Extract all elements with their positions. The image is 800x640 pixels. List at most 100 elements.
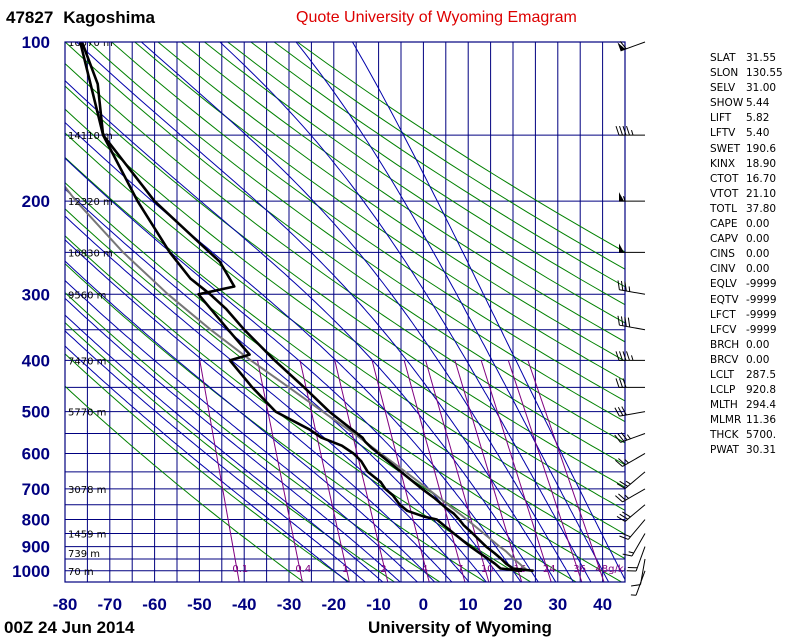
index-value: 0.00 [746,233,770,246]
moist-adiabat-line [65,121,522,582]
moist-adiabat-line [76,42,557,582]
x-tick-label: 20 [504,595,523,614]
mixing-ratio-label: 1 [342,564,348,575]
wind-barb-column [614,41,646,596]
index-key: CAPE [710,218,738,231]
y-tick-label: 300 [22,285,50,304]
moist-adiabat-line [65,279,418,582]
x-tick-label: 10 [459,595,478,614]
index-value: 31.55 [746,52,777,64]
moist-adiabat-line [65,314,384,582]
x-tick-label: 0 [419,595,428,614]
mixing-ratio-line [454,360,523,582]
wind-barb [615,488,646,503]
index-key: KINX [710,157,736,170]
y-tick-label: 200 [22,192,50,211]
x-tick-label: -60 [142,595,167,614]
x-tick-label: -10 [366,595,391,614]
moist-adiabat-line [65,239,453,582]
index-row: SHOW 5.44 [710,96,783,111]
index-row: MLTH 294.4 [710,398,783,413]
index-value: -9999 [746,278,777,291]
index-row: CTOT 16.70 [710,172,783,187]
date-label: 00Z 24 Jun 2014 [4,618,135,637]
dry-adiabat-line [65,156,625,560]
chart-title: Quote University of Wyoming Emagram [296,9,577,26]
index-key: SLAT [710,52,736,64]
index-row: SELV 31.00 [710,81,783,96]
moist-adiabat-line [219,42,592,582]
index-key: CTOT [710,172,739,185]
index-value: 5.44 [746,97,770,110]
index-row: BRCH 0.00 [710,338,783,353]
dry-adiabat-line [65,235,532,582]
index-value: 18.90 [746,157,777,170]
plot-frame [64,41,626,583]
index-key: LIFT [710,112,732,125]
wind-barb [617,41,646,52]
index-value: 5.82 [746,112,770,125]
index-row: LIFT 5.82 [710,111,783,126]
index-row: BRCV 0.00 [710,353,783,368]
index-key: CINS [710,248,735,261]
index-value: -9999 [746,293,777,306]
mixing-ratio-label: 24 [543,564,556,575]
index-row: LCLP 920.8 [710,383,783,398]
height-label: 10830 m [68,248,113,259]
wind-barb [622,533,646,557]
moist-adiabat-line [65,157,504,582]
mixing-ratio-label: 10 [481,564,494,575]
index-value: -9999 [746,323,777,336]
mixing-ratio-line [199,360,240,582]
wind-barb [615,125,645,136]
index-value: 5700. [746,429,777,442]
dry-adiabat-line [273,42,625,270]
mixing-ratio-line [257,360,303,582]
wind-barb [619,192,645,202]
index-row: VTOT 21.10 [710,187,783,202]
dry-adiabat-line [65,62,625,466]
y-tick-label: 400 [22,351,50,370]
mixing-ratio-line [507,360,583,582]
dry-adiabat-line [65,321,395,582]
index-key: SLON [710,67,739,80]
station-name: Kagoshima [63,8,155,27]
mixing-ratio-line [527,360,605,582]
x-tick-label: -30 [277,595,302,614]
moist-adiabat-line [65,79,539,582]
parcel-trace [65,185,529,572]
index-row: THCK 5700. [710,428,783,443]
dry-adiabat-line [227,42,625,306]
height-label: 3078 m [68,485,106,496]
mixing-ratio-line [425,360,490,582]
index-key: SHOW [710,97,744,110]
height-label: 14110 m [68,131,113,142]
x-tick-label: -70 [98,595,123,614]
dry-adiabat-line [65,263,486,582]
wind-barb [615,453,646,467]
dry-adiabat-line [65,108,625,511]
x-tick-label: 30 [548,595,567,614]
moist-adiabat-line [65,345,349,582]
index-value: 0.00 [746,248,770,261]
y-tick-label: 900 [22,538,50,557]
index-value: 31.00 [746,82,777,95]
index-key: SWET [710,142,741,155]
index-key: CAPV [710,233,739,246]
height-label: 70 m [68,567,94,578]
dry-adiabat-line [204,42,625,324]
index-value: 294.4 [746,399,777,412]
x-tick-label: 40 [593,595,612,614]
y-tick-label: 600 [22,444,50,463]
height-label: 5770 m [68,408,106,419]
index-row: PWAT 30.31 [710,443,783,458]
index-key: PWAT [710,444,739,457]
moist-adiabat-line [65,260,435,582]
x-tick-label: -20 [322,595,347,614]
dry-adiabat-line [157,42,625,362]
mixing-ratio-label: 0.1 [232,564,248,575]
wind-barb [615,351,645,361]
index-row: LFCV -9999 [710,323,783,338]
index-key: LFCT [710,308,736,321]
